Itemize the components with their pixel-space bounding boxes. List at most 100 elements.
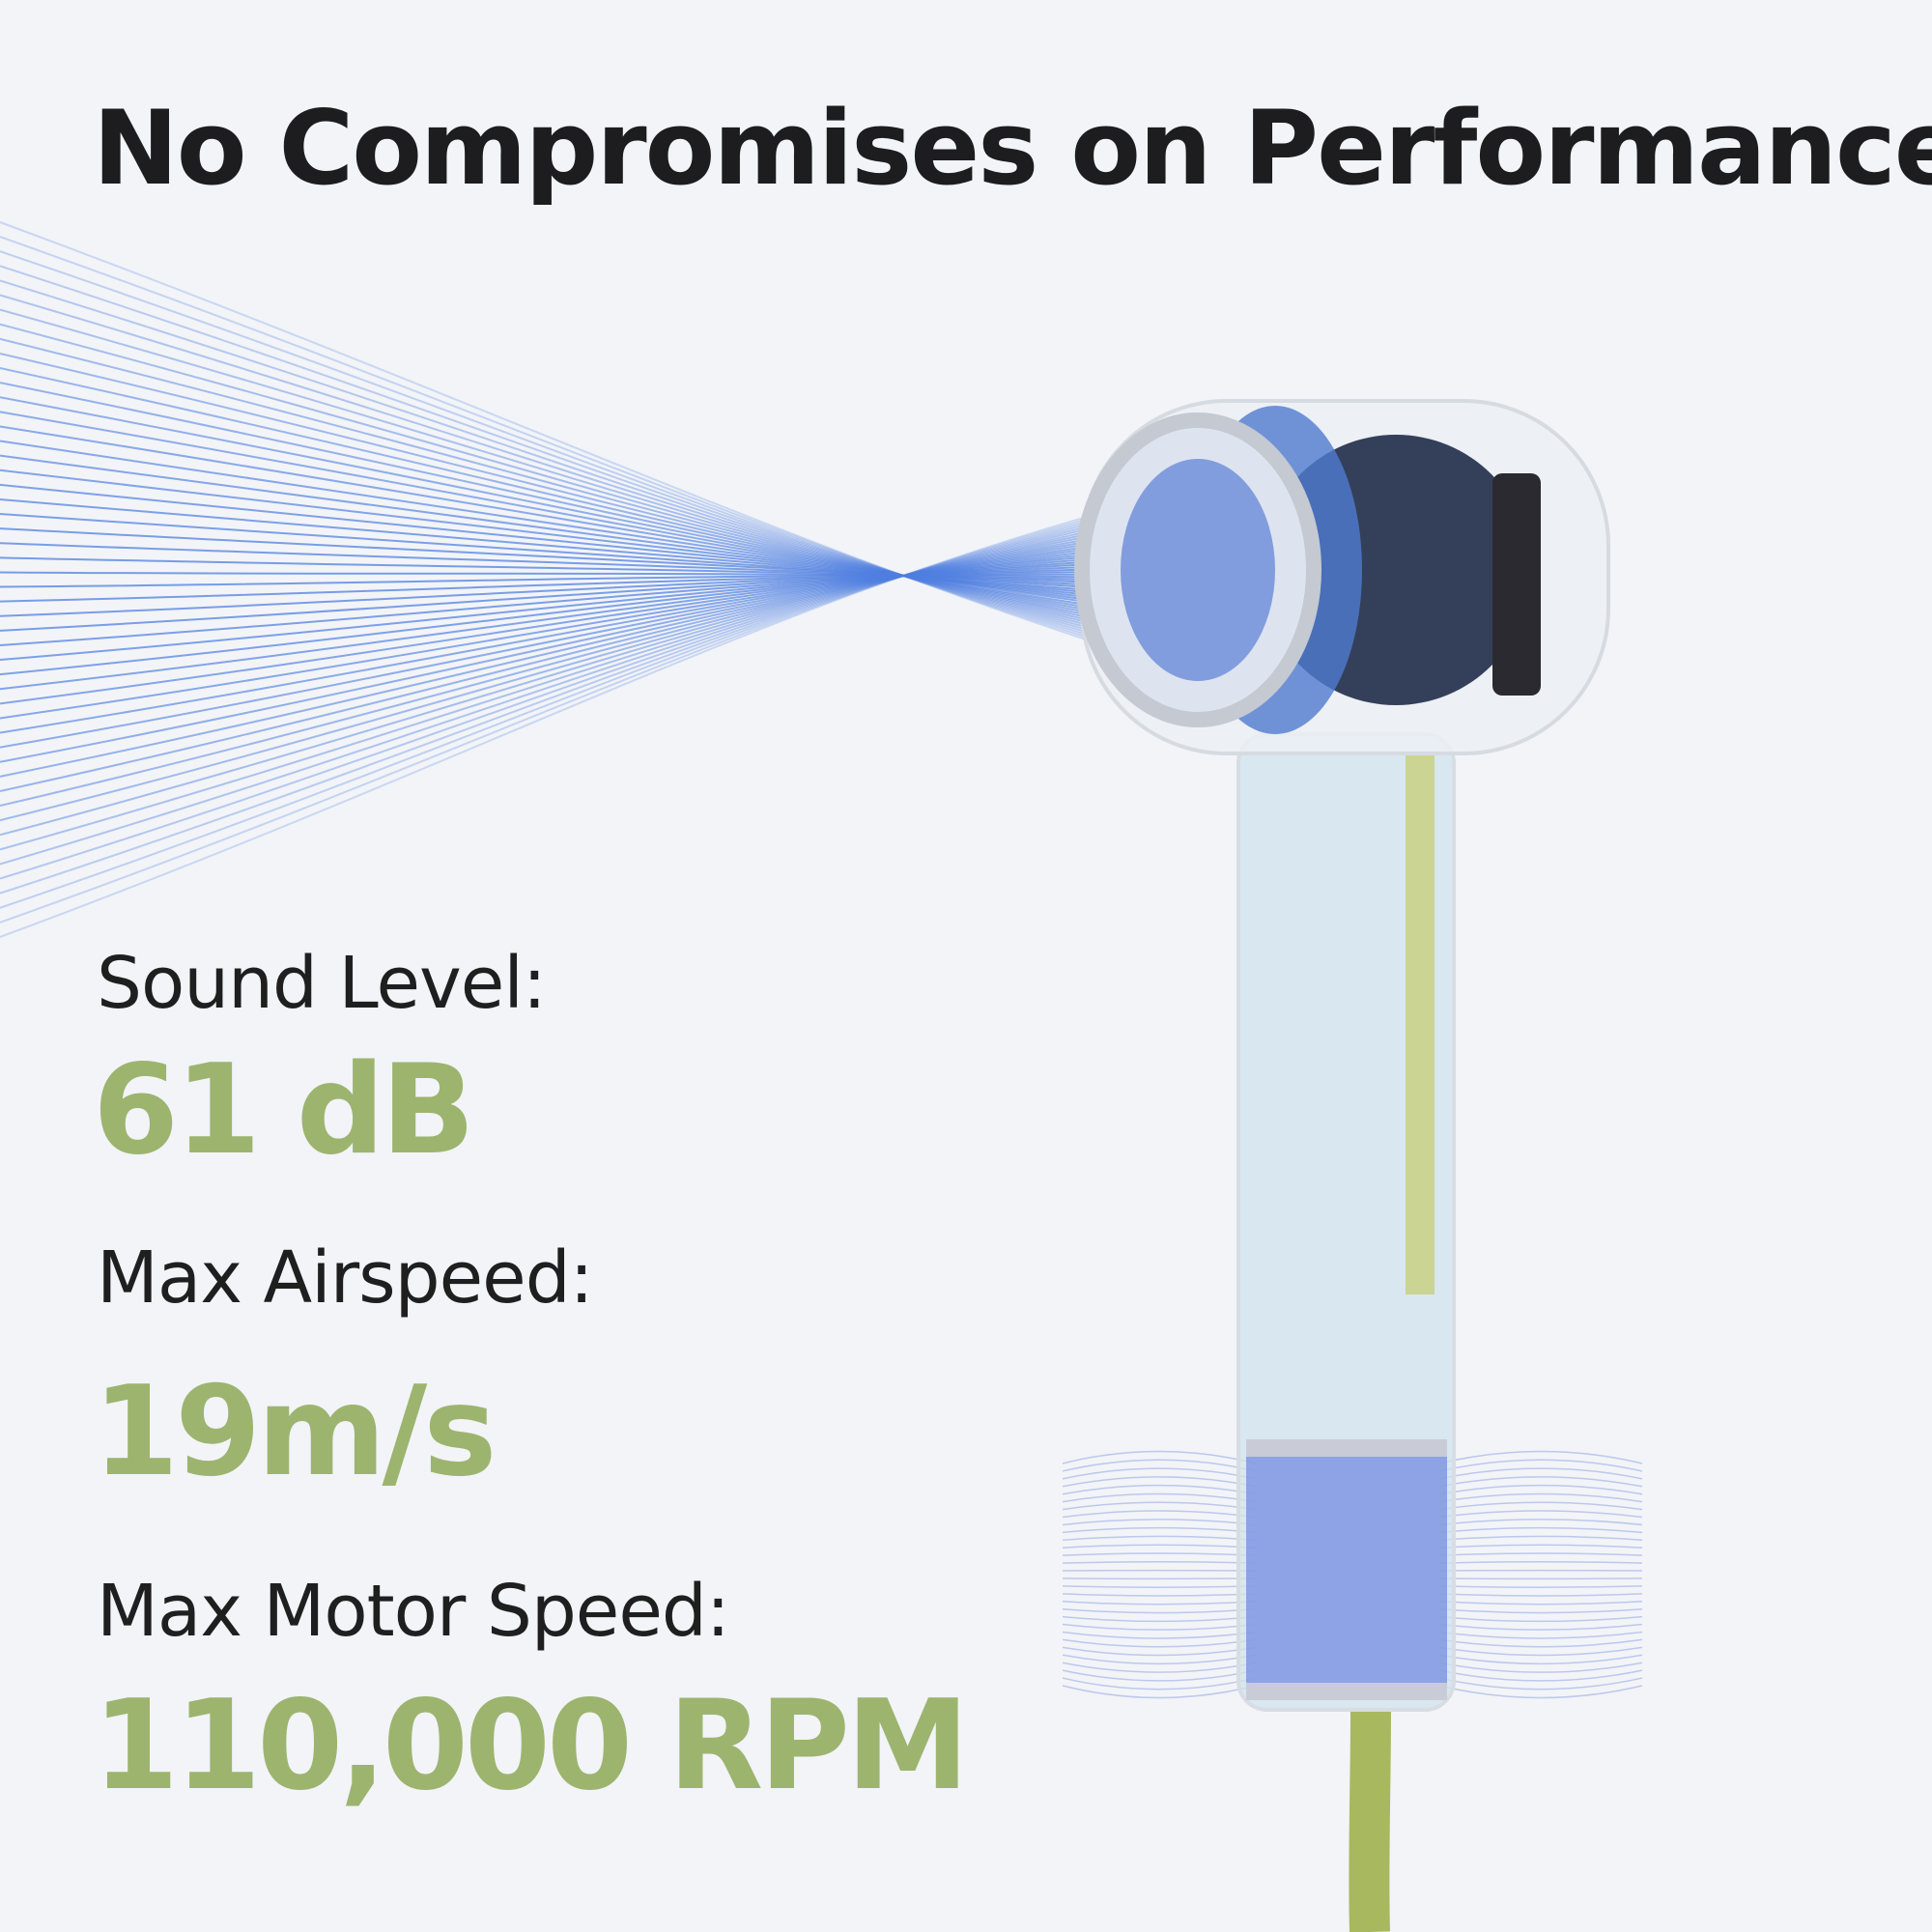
intake-line [1062, 1669, 1257, 1682]
intake-line [1062, 1526, 1257, 1534]
intake-filter [1246, 1439, 1447, 1700]
intake-line [1062, 1501, 1257, 1511]
airflow-line [0, 517, 1141, 866]
airflow-line [0, 308, 1141, 639]
airflow-line [0, 265, 1141, 649]
airflow-line [0, 501, 1141, 938]
airflow-line [0, 483, 1141, 602]
airflow-line [0, 367, 1141, 627]
airflow-line [0, 411, 1141, 617]
intake-line [1438, 1459, 1643, 1472]
intake-line [1438, 1467, 1643, 1480]
spec-value-motor: 110,000 RPM [93, 1674, 969, 1818]
intake-line [1438, 1654, 1643, 1665]
intake-line [1062, 1662, 1257, 1673]
intake-line [1438, 1544, 1643, 1548]
airflow-line [0, 520, 1141, 851]
airflow-line [0, 513, 1141, 595]
airflow-line [0, 573, 1141, 603]
airflow-line [0, 352, 1141, 630]
airflow-line [0, 469, 1141, 605]
airflow-line [0, 554, 1141, 691]
intake-line [1438, 1526, 1643, 1534]
intake-line [1062, 1535, 1257, 1542]
power-cord [1349, 1709, 1391, 1932]
intake-line [1438, 1669, 1643, 1682]
intake-line [1438, 1631, 1643, 1639]
intake-line [1438, 1585, 1643, 1588]
intake-line [1062, 1484, 1257, 1495]
intake-line [1438, 1561, 1643, 1564]
internal-rail [1406, 753, 1435, 1294]
airflow-line [0, 564, 1141, 646]
airflow-line [0, 510, 1141, 895]
airflow-line [0, 236, 1141, 655]
spec-value-sound: 61 dB [93, 1038, 475, 1182]
airflow-line [0, 514, 1141, 880]
airflow-line [0, 523, 1141, 837]
intake-line [1062, 1654, 1257, 1665]
intake-line [1438, 1646, 1643, 1657]
intake-line [1062, 1510, 1257, 1519]
intake-line [1062, 1677, 1257, 1690]
intake-line [1062, 1685, 1257, 1699]
intake-line [1438, 1607, 1643, 1614]
airflow-line [0, 532, 1141, 792]
intake-line [1062, 1585, 1257, 1588]
airflow-line [0, 294, 1141, 642]
airflow-line [0, 221, 1141, 658]
airflow-line [0, 570, 1141, 617]
intake-line [1062, 1646, 1257, 1657]
airflow-line [0, 323, 1141, 637]
airflow-line [0, 545, 1141, 734]
intake-line [1062, 1552, 1257, 1556]
intake-line [1062, 1623, 1257, 1631]
intake-line [1062, 1544, 1257, 1548]
intake-line [1062, 1476, 1257, 1488]
spec-label-airspeed: Max Airspeed: [97, 1236, 594, 1320]
intake-line [1438, 1601, 1643, 1605]
airflow-line [0, 567, 1141, 632]
airflow-line [0, 279, 1141, 645]
airflow-line [0, 542, 1141, 589]
airflow-line [0, 454, 1141, 608]
airflow-line [0, 396, 1141, 620]
intake-line [1062, 1593, 1257, 1597]
intake-airflow-lines [1062, 1450, 1643, 1699]
intake-line [1438, 1501, 1643, 1511]
spec-value-airspeed: 19m/s [93, 1360, 497, 1504]
airflow-lines [0, 221, 1141, 938]
intake-line [1062, 1601, 1257, 1605]
spec-label-sound: Sound Level: [97, 942, 547, 1025]
intake-line [1438, 1623, 1643, 1631]
intake-line [1062, 1459, 1257, 1472]
intake-line [1438, 1484, 1643, 1495]
intake-line [1438, 1476, 1643, 1488]
airflow-line [0, 527, 1141, 592]
intake-line [1062, 1519, 1257, 1526]
airflow-line [0, 526, 1141, 822]
intake-line [1438, 1535, 1643, 1542]
airflow-line [0, 440, 1141, 611]
airflow-line [0, 561, 1141, 662]
intake-line [1438, 1519, 1643, 1526]
intake-line [1062, 1467, 1257, 1480]
intake-line [1062, 1631, 1257, 1639]
intake-line [1438, 1450, 1643, 1464]
intake-line [1438, 1510, 1643, 1519]
spec-label-motor: Max Motor Speed: [97, 1570, 730, 1653]
intake-line [1062, 1450, 1257, 1464]
intake-line [1438, 1593, 1643, 1597]
airflow-line [0, 507, 1141, 909]
airflow-line [0, 382, 1141, 624]
airflow-line [0, 529, 1141, 808]
airflow-line [0, 425, 1141, 614]
airflow-line [0, 557, 1141, 676]
airflow-line [0, 504, 1141, 923]
airflow-line [0, 556, 1141, 585]
intake-line [1438, 1615, 1643, 1623]
airflow-line [0, 535, 1141, 778]
airflow-line [0, 574, 1141, 588]
intake-line [1438, 1677, 1643, 1690]
